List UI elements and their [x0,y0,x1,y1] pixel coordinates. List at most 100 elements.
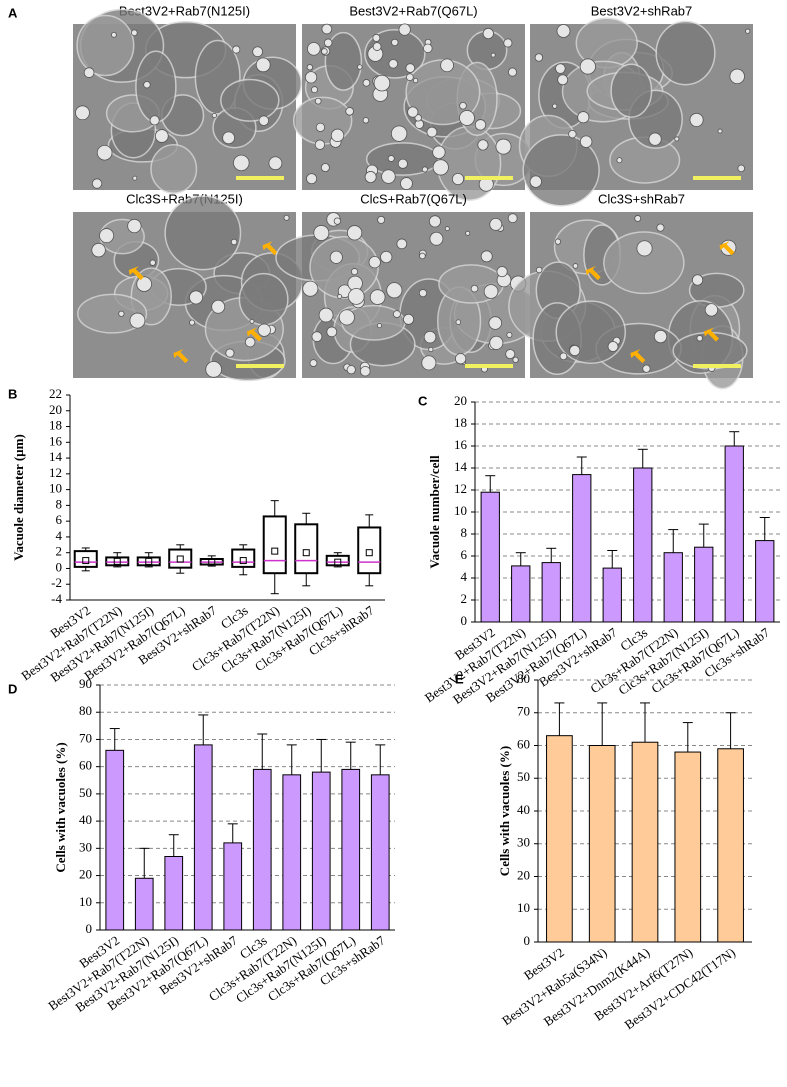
vacuole [96,144,113,161]
vacuole [432,145,446,159]
vacuole [569,344,581,357]
vacuole [556,24,571,38]
vacuole [320,163,330,173]
mean [334,558,342,566]
y-tick-label: 10 [517,900,530,915]
vacuole [419,252,426,260]
vacuole [305,71,318,84]
vacuole [230,238,238,246]
vacuole [444,226,450,232]
vacuole [634,215,642,222]
cell [555,300,627,364]
vacuole [91,242,106,258]
y-axis-title: Cells with vacuoles (%) [497,746,512,876]
vacuole [535,266,543,274]
vacuole [99,228,115,244]
vacuole [696,335,703,342]
vacuole [507,213,518,224]
mean [302,549,310,557]
arrow [719,241,735,256]
vacuole [252,46,263,58]
vacuole [310,86,318,94]
y-tick-label: 40 [517,802,530,817]
cell [672,331,748,370]
vacuole [346,225,363,241]
vacuole [482,27,494,40]
y-tick-label: -4 [51,591,62,606]
arrow [246,327,262,342]
vacuole [318,307,334,323]
vacuole [474,119,487,131]
cell [135,50,177,123]
vacuole [426,126,438,138]
bar [341,768,361,931]
vacuole [309,359,318,367]
panel-letter: C [418,393,428,408]
vacuole [255,57,271,73]
vacuole [554,238,562,245]
vacuole [302,280,319,297]
vacuole [413,78,419,84]
y-tick-label: 2 [56,544,63,559]
bar [546,735,573,943]
box [262,515,287,575]
vacuole [249,318,255,324]
bar [633,467,653,623]
bar [588,745,616,943]
vacuole [495,138,512,155]
vacuole [268,156,283,171]
box [168,548,193,569]
arrow [173,349,189,364]
y-tick-label: 0 [524,933,531,948]
bar [370,774,390,931]
y-tick-label: 8 [56,496,63,511]
bar [105,749,125,931]
vacuole [648,132,662,146]
vacuole [111,31,117,38]
vacuole [376,323,382,329]
vacuole [745,28,751,34]
vacuole [737,164,745,173]
vacuole [512,356,519,363]
vacuole [607,341,619,352]
vacuole [357,64,363,70]
vacuole [131,29,138,37]
mean [271,547,279,555]
vacuole [321,23,333,35]
vacuole [149,259,156,266]
vacuole [362,117,370,124]
mean [239,557,247,565]
vacuole [129,312,146,329]
bar [164,856,184,931]
arrow [630,349,646,364]
mean [208,558,216,566]
vacuole [534,53,544,62]
vacuole [488,316,502,330]
cell [324,31,363,91]
vacuole [396,238,408,250]
y-tick-label: 20 [454,393,467,408]
y-tick-label: 14 [49,449,63,464]
vacuole [232,45,241,54]
vacuole [421,166,428,173]
y-tick-label: 80 [79,703,92,718]
y-tick-label: 10 [79,894,92,909]
vacuole [338,309,355,326]
vacuole [362,79,371,87]
vacuole [689,112,704,127]
vacuole [616,157,623,164]
vacuole [283,214,290,221]
vacuole [459,101,467,110]
y-tick-label: 0 [461,613,468,628]
bar [134,877,154,931]
vacuole [489,335,504,350]
vacuole [258,115,270,126]
y-tick-label: 50 [79,785,92,800]
arrow [585,266,601,281]
y-tick-label: 80 [517,671,530,686]
vacuole [391,38,399,47]
vacuole [459,110,475,126]
vacuole [568,129,577,139]
y-tick-label: 12 [454,481,467,496]
